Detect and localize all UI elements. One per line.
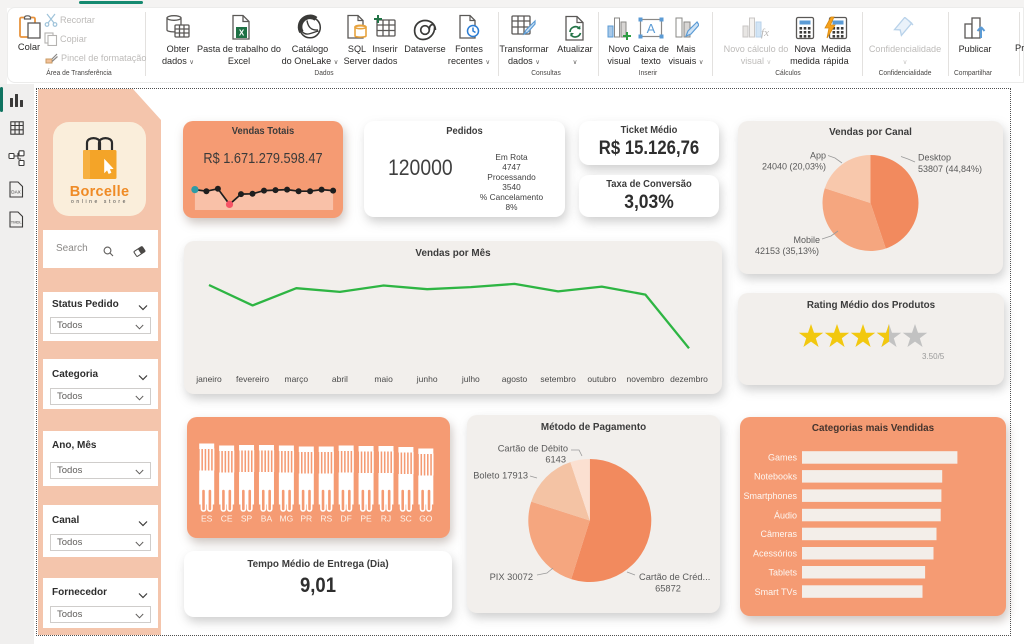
svg-text:Câmeras: Câmeras [760,529,797,539]
svg-text:Tablets: Tablets [768,568,797,578]
svg-text:Games: Games [768,453,798,463]
svg-text:GO: GO [419,514,433,524]
svg-text:Acessórios: Acessórios [753,549,798,559]
svg-text:outubro: outubro [587,374,616,384]
svg-text:App: App [810,151,826,161]
svg-text:julho: julho [461,374,480,384]
svg-text:abril: abril [332,374,348,384]
svg-text:CE: CE [221,514,233,524]
svg-text:TMDL: TMDL [11,220,23,225]
svg-text:PE: PE [360,514,372,524]
svg-text:Cartão de Créd...: Cartão de Créd... [639,572,710,582]
svg-text:Desktop: Desktop [918,153,951,163]
svg-text:6143: 6143 [545,455,566,465]
svg-text:março: março [284,374,308,384]
svg-text:PIX 30072: PIX 30072 [490,572,533,582]
svg-text:Smartphones: Smartphones [743,491,797,501]
svg-text:53807 (44,84%): 53807 (44,84%) [918,164,982,174]
svg-text:setembro: setembro [540,374,576,384]
svg-text:PR: PR [300,514,312,524]
svg-text:24040 (20,03%): 24040 (20,03%) [762,162,826,172]
svg-text:65872: 65872 [655,584,681,594]
svg-text:janeiro: janeiro [195,374,222,384]
svg-text:maio: maio [374,374,393,384]
svg-text:agosto: agosto [502,374,528,384]
svg-text:fevereiro: fevereiro [236,374,269,384]
svg-text:A: A [647,21,656,36]
svg-text:junho: junho [416,374,438,384]
svg-text:SC: SC [400,514,412,524]
svg-text:Smart TVs: Smart TVs [755,587,798,597]
svg-text:DF: DF [340,514,351,524]
svg-text:X: X [239,29,245,38]
svg-text:Cartão de Débito: Cartão de Débito [498,444,568,454]
svg-text:42153 (35,13%): 42153 (35,13%) [755,246,819,256]
svg-text:novembro: novembro [626,374,664,384]
svg-text:RJ: RJ [381,514,391,524]
svg-text:Boleto 17913: Boleto 17913 [473,471,528,481]
svg-text:Notebooks: Notebooks [754,472,798,482]
svg-text:Áudio: Áudio [774,510,797,520]
svg-text:fx: fx [761,27,769,39]
svg-text:ES: ES [201,514,213,524]
svg-text:DAX: DAX [11,190,20,195]
svg-text:dezembro: dezembro [670,374,708,384]
svg-text:SP: SP [241,514,253,524]
svg-text:RS: RS [320,514,332,524]
svg-text:MG: MG [280,514,294,524]
svg-text:BA: BA [261,514,273,524]
svg-text:Mobile: Mobile [793,235,820,245]
